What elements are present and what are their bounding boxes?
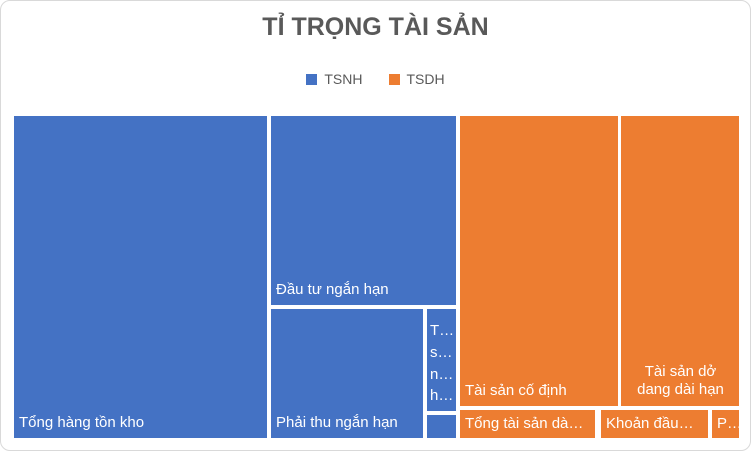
chart-title: TỈ TRỌNG TÀI SẢN (262, 13, 489, 41)
block-label: Tài sản dở dang dài hạn (637, 362, 724, 399)
block-label: Tài sản cố định (465, 382, 567, 400)
tsnh-color-swatch-icon (306, 73, 318, 85)
block-tong-tai-san-dai-han[interactable]: Tổng tài sản dà… (460, 410, 595, 438)
block-tai-san-co-dinh[interactable]: Tài sản cố định (460, 116, 618, 406)
legend-label-tsdh: TSDH (406, 71, 445, 87)
block-dau-tu-ngan-han[interactable]: Đầu tư ngắn hạn (271, 116, 456, 305)
block-label: Khoản đầu… (606, 415, 694, 433)
legend-label-tsnh: TSNH (324, 71, 363, 87)
block-tsnh-smallest[interactable] (427, 415, 456, 438)
block-tai-san-do-dang-dai-han[interactable]: Tài sản dở dang dài hạn (621, 116, 739, 406)
block-tsnh-truncated[interactable]: T… s… n… h… (427, 309, 456, 411)
block-label: Tổng tài sản dà… (465, 415, 584, 433)
block-tong-hang-ton-kho[interactable]: Tổng hàng tồn kho (14, 116, 267, 438)
block-phai-thu-ngan-han[interactable]: Phải thu ngắn hạn (271, 309, 423, 438)
legend-item-tsdh[interactable]: TSDH (388, 71, 445, 87)
legend: TSNH TSDH (1, 71, 750, 87)
block-khoan-dau-tu[interactable]: Khoản đầu… (601, 410, 708, 438)
block-label: Phải thu ngắn hạn (276, 414, 398, 432)
block-label: Đầu tư ngắn hạn (276, 281, 389, 299)
block-label: P… (717, 415, 739, 433)
treemap-plot-area: Tổng hàng tồn kho Đầu tư ngắn hạn Phải t… (14, 116, 739, 438)
block-label: Tổng hàng tồn kho (19, 414, 145, 432)
tsdh-color-swatch-icon (388, 73, 400, 85)
legend-item-tsnh[interactable]: TSNH (306, 71, 363, 87)
block-label: T… s… n… h… (430, 322, 455, 405)
block-tsdh-truncated-p[interactable]: P… (712, 410, 739, 438)
